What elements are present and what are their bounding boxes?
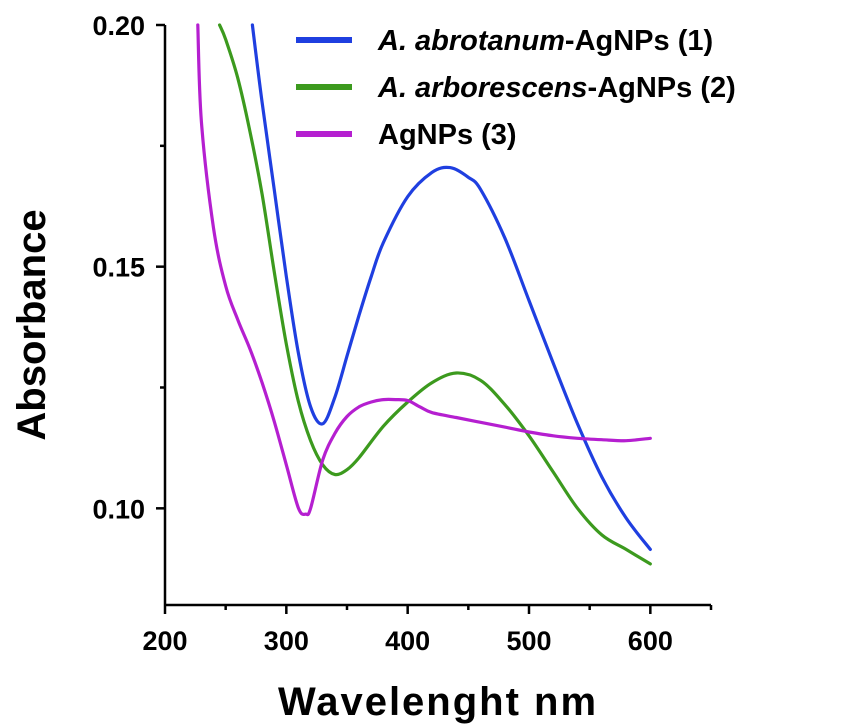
legend-label-3: AgNPs (3) xyxy=(378,119,517,151)
y-tick-label: 0.20 xyxy=(92,11,145,41)
x-tick-label: 600 xyxy=(628,626,673,656)
series-line-3 xyxy=(196,23,652,517)
y-ticks: 0.10 0.15 0.20 xyxy=(92,11,165,524)
series-line-2 xyxy=(218,23,652,566)
series-line-1 xyxy=(250,23,652,551)
x-tick-label: 300 xyxy=(264,626,309,656)
legend-label-1: A. abrotanum-AgNPs (1) xyxy=(377,25,713,57)
y-tick-label: 0.15 xyxy=(92,253,145,283)
legend: A. abrotanum-AgNPs (1) A. arborescens-AgN… xyxy=(296,25,736,151)
plot-lines xyxy=(196,23,652,566)
x-tick-label: 200 xyxy=(142,626,187,656)
x-ticks: 200 300 400 500 600 xyxy=(142,605,713,656)
x-axis-title: Wavelenght nm xyxy=(278,680,598,724)
x-tick-label: 400 xyxy=(385,626,430,656)
y-axis-title: Absorbance xyxy=(10,209,54,440)
y-tick-label: 0.10 xyxy=(92,494,145,524)
legend-label-2: A. arborescens-AgNPs (2) xyxy=(377,72,736,104)
x-tick-label: 500 xyxy=(506,626,551,656)
